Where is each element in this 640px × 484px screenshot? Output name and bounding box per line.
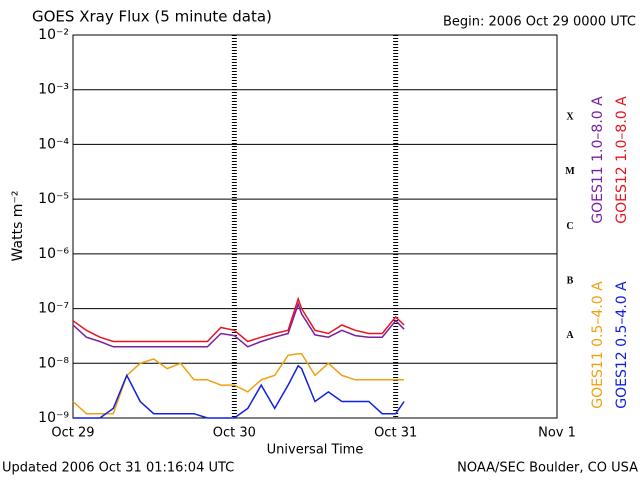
legend-entry: GOES12 0.5–4.0 A	[614, 281, 630, 409]
y-tick-label: 10⁻³	[38, 82, 69, 98]
plot-frame	[72, 34, 558, 419]
footer-left: Updated 2006 Oct 31 01:16:04 UTC	[2, 461, 234, 476]
y-tick-label: 10⁻⁵	[38, 191, 69, 207]
y-tick-label: 10⁻⁷	[38, 301, 69, 317]
flare-class: B	[567, 276, 574, 287]
legend-entry: GOES11 0.5–4.0 A	[590, 281, 606, 409]
x-tick-label: Oct 30	[213, 426, 256, 441]
footer-right: NOAA/SEC Boulder, CO USA	[457, 461, 638, 476]
y-tick-label: 10⁻⁴	[38, 136, 69, 152]
y-tick-label: 10⁻⁶	[38, 246, 69, 262]
flare-class: C	[566, 221, 573, 232]
flare-class: A	[566, 330, 574, 341]
series-line	[73, 364, 405, 419]
chart-title: GOES Xray Flux (5 minute data)	[32, 8, 272, 26]
series-line	[72, 296, 405, 343]
x-tick-label: Oct 29	[51, 426, 94, 441]
y-tick-label: 10⁻⁸	[38, 355, 69, 371]
chart-subtitle: Begin: 2006 Oct 29 0000 UTC	[443, 15, 636, 30]
y-tick-label: 10⁻²	[38, 27, 69, 43]
series-line	[72, 352, 405, 415]
series-line	[72, 301, 405, 348]
y-tick-label: 10⁻⁹	[38, 410, 69, 426]
x-tick-label: Nov 1	[538, 426, 576, 441]
flare-class: X	[566, 111, 574, 122]
x-axis-label: Universal Time	[267, 443, 364, 458]
legend-entry: GOES11 1.0–8.0 A	[590, 96, 606, 224]
flare-class: M	[565, 166, 575, 177]
x-tick-label: Oct 31	[374, 426, 417, 441]
y-axis-label: Watts m⁻²	[10, 191, 26, 262]
legend-entry: GOES12 1.0–8.0 A	[614, 96, 630, 224]
